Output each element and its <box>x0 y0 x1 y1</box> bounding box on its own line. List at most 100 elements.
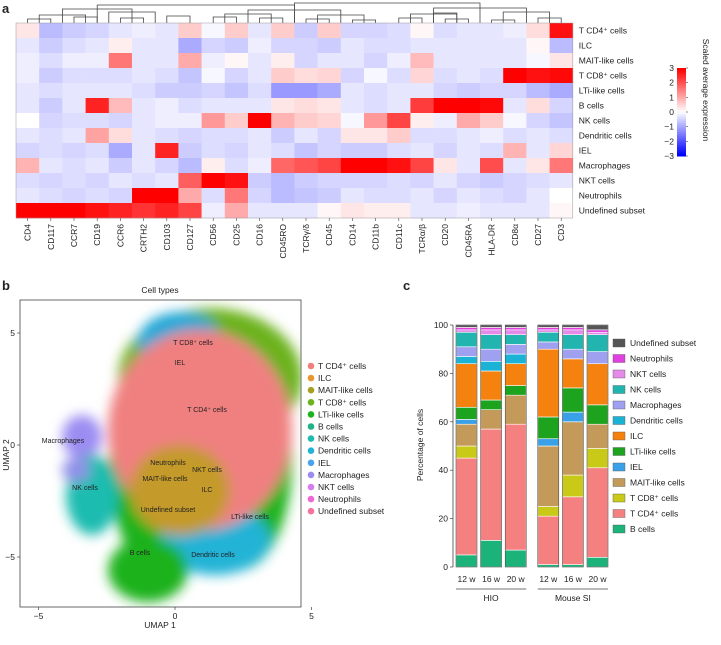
heatmap-cell <box>201 203 226 219</box>
bar-segment <box>562 334 584 350</box>
heatmap-cell <box>526 158 550 174</box>
heatmap-cell <box>132 188 156 204</box>
umap-legend-swatch <box>307 386 315 394</box>
colorbar-step <box>677 103 686 106</box>
colorbar-step <box>677 140 686 144</box>
heatmap-cell <box>526 143 550 159</box>
heatmap-cell <box>456 98 481 114</box>
heatmap-cell <box>108 23 133 39</box>
heatmap-cell <box>364 113 388 129</box>
heatmap-cell <box>549 53 574 69</box>
bar-group-label: HIO <box>484 593 500 603</box>
umap-title: Cell types <box>141 285 178 295</box>
umap-legend-swatch <box>307 495 315 503</box>
heatmap-cell <box>108 53 133 69</box>
bar-segment <box>586 363 609 406</box>
bar-segment <box>537 324 560 328</box>
heatmap-cell <box>410 83 434 99</box>
heatmap-cell <box>456 158 481 174</box>
heatmap-cell <box>16 143 40 159</box>
heatmap-cell <box>155 188 179 204</box>
colorbar-step <box>677 151 686 155</box>
umap-cluster-label: NKT cells <box>192 467 222 474</box>
bar-segment <box>480 360 502 372</box>
colorbar-step <box>677 81 686 84</box>
bar-segment <box>537 329 560 333</box>
heatmap-cell <box>108 113 133 129</box>
heatmap-cell <box>178 143 202 159</box>
umap-cluster-b <box>108 538 188 602</box>
heatmap-cell <box>271 158 295 174</box>
heatmap-cell <box>340 173 365 189</box>
heatmap-cell <box>39 23 63 39</box>
heatmap-cell <box>16 203 40 219</box>
colorbar-step <box>677 96 686 100</box>
colorbar-step <box>677 98 686 102</box>
heatmap-cell <box>39 128 63 144</box>
bar-segment <box>455 356 478 365</box>
heatmap-cell <box>132 68 156 84</box>
heatmap-cell <box>387 38 411 54</box>
heatmap-cell <box>132 53 156 69</box>
heatmap-cell <box>224 53 249 69</box>
heatmap-cell <box>364 98 388 114</box>
heatmap-cell <box>503 143 527 159</box>
heatmap-cell <box>271 188 295 204</box>
heatmap-cell <box>201 113 226 129</box>
heatmap-cell <box>271 98 295 114</box>
heatmap-cell <box>108 68 133 84</box>
bar-legend-swatch <box>612 338 626 348</box>
umap-cluster-label: Macrophages <box>42 438 85 445</box>
heatmap-cell <box>456 143 481 159</box>
heatmap-cell <box>155 113 179 129</box>
heatmap-cell <box>410 68 434 84</box>
umap-xtick-label: −5 <box>34 611 44 621</box>
bar-ytick-label: 100 <box>434 320 448 330</box>
heatmap-cell <box>271 203 295 219</box>
bar-legend-label: T CD8⁺ cells <box>630 493 678 503</box>
colorbar-tick-label: −3 <box>664 151 674 161</box>
heatmap-cell <box>155 68 179 84</box>
heatmap-cell <box>85 128 110 144</box>
heatmap-cell <box>39 68 63 84</box>
heatmap-cell <box>132 98 156 114</box>
heatmap-cell <box>480 83 504 99</box>
heatmap-cell <box>155 143 179 159</box>
heatmap-cell <box>433 38 458 54</box>
bar-segment <box>537 327 560 331</box>
heatmap-cell <box>503 68 527 84</box>
heatmap-cell <box>224 143 249 159</box>
heatmap-cell <box>433 23 458 39</box>
panel-label-c: c <box>403 278 410 293</box>
bar-segment <box>537 341 560 350</box>
bar-segment <box>480 409 502 430</box>
umap-legend-swatch <box>307 362 315 370</box>
heatmap-cell <box>178 38 202 54</box>
heatmap-cell <box>201 53 226 69</box>
umap-legend-label: LTi-like cells <box>318 409 364 419</box>
heatmap-cell <box>503 53 527 69</box>
heatmap-cell <box>526 128 550 144</box>
heatmap-cell <box>387 188 411 204</box>
bar-outline <box>537 324 560 568</box>
heatmap-cell <box>248 128 272 144</box>
bar-segment <box>455 457 478 556</box>
bar-segment <box>480 327 502 331</box>
bar-segment <box>504 334 527 345</box>
panel-label-b: b <box>2 278 10 293</box>
heatmap-cell <box>201 158 226 174</box>
heatmap-cell <box>108 128 133 144</box>
colorbar-step <box>677 92 686 95</box>
heatmap-cell <box>456 23 481 39</box>
heatmap-cell <box>433 68 458 84</box>
heatmap-cell <box>85 113 110 129</box>
bar-legend-swatch <box>612 354 626 363</box>
bar-legend-label: Neutrophils <box>630 354 673 364</box>
bar-legend-label: Undefined subset <box>630 338 697 348</box>
heatmap-cell <box>480 38 504 54</box>
bar-segment <box>537 438 560 447</box>
bar-segment <box>562 496 584 565</box>
heatmap-cell <box>248 143 272 159</box>
colorbar-tick-label: 2 <box>669 78 674 88</box>
